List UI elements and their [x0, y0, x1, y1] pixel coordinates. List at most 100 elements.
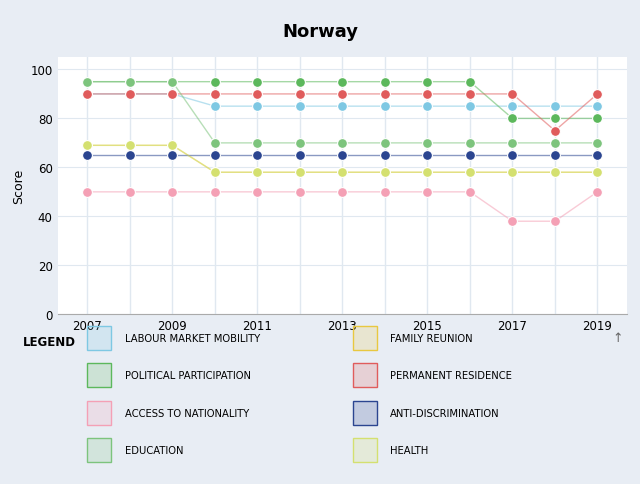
Point [593, 103, 603, 111]
Point [465, 189, 475, 197]
Point [82, 189, 92, 197]
Y-axis label: Score: Score [12, 169, 25, 204]
FancyBboxPatch shape [353, 364, 377, 387]
Point [295, 91, 305, 99]
Point [125, 78, 135, 86]
Point [422, 103, 433, 111]
Point [380, 103, 390, 111]
Text: ACCESS TO NATIONALITY: ACCESS TO NATIONALITY [125, 408, 249, 418]
Point [125, 142, 135, 150]
Point [422, 78, 433, 86]
Point [295, 103, 305, 111]
Point [295, 78, 305, 86]
Point [422, 152, 433, 160]
Point [465, 103, 475, 111]
Point [252, 169, 262, 177]
Point [210, 169, 220, 177]
Point [465, 169, 475, 177]
Point [508, 103, 518, 111]
Point [82, 91, 92, 99]
Point [210, 140, 220, 148]
Point [593, 169, 603, 177]
Point [550, 218, 560, 226]
Point [82, 91, 92, 99]
Point [337, 152, 348, 160]
Text: POLITICAL PARTICIPATION: POLITICAL PARTICIPATION [125, 371, 251, 380]
Point [167, 152, 177, 160]
Point [82, 152, 92, 160]
FancyBboxPatch shape [353, 401, 377, 425]
Point [508, 169, 518, 177]
Point [210, 152, 220, 160]
Point [550, 127, 560, 135]
Point [252, 140, 262, 148]
Point [550, 169, 560, 177]
Point [465, 140, 475, 148]
Point [465, 169, 475, 177]
Point [210, 189, 220, 197]
Text: LEGEND: LEGEND [22, 335, 76, 348]
Point [167, 78, 177, 86]
Point [508, 115, 518, 123]
Point [210, 91, 220, 99]
Point [252, 91, 262, 99]
Point [550, 103, 560, 111]
Point [380, 169, 390, 177]
Point [252, 78, 262, 86]
Point [125, 142, 135, 150]
Point [593, 169, 603, 177]
FancyBboxPatch shape [87, 327, 111, 350]
Point [380, 140, 390, 148]
Point [508, 218, 518, 226]
Point [508, 91, 518, 99]
Point [550, 169, 560, 177]
Point [337, 91, 348, 99]
Text: ↑: ↑ [612, 332, 623, 345]
Point [380, 152, 390, 160]
Point [295, 189, 305, 197]
Point [593, 91, 603, 99]
FancyBboxPatch shape [87, 401, 111, 425]
Point [380, 169, 390, 177]
Point [550, 140, 560, 148]
Point [167, 91, 177, 99]
Point [125, 91, 135, 99]
Text: LABOUR MARKET MOBILITY: LABOUR MARKET MOBILITY [125, 333, 260, 343]
Point [465, 78, 475, 86]
Point [82, 142, 92, 150]
Point [380, 78, 390, 86]
Point [593, 152, 603, 160]
Point [295, 140, 305, 148]
Point [125, 91, 135, 99]
Point [380, 189, 390, 197]
Point [295, 169, 305, 177]
Point [82, 78, 92, 86]
Text: Norway: Norway [282, 23, 358, 41]
Point [422, 169, 433, 177]
Point [295, 169, 305, 177]
Point [167, 142, 177, 150]
Point [550, 152, 560, 160]
FancyBboxPatch shape [87, 364, 111, 387]
Point [337, 78, 348, 86]
FancyBboxPatch shape [87, 439, 111, 462]
Point [125, 78, 135, 86]
Point [82, 142, 92, 150]
FancyBboxPatch shape [353, 327, 377, 350]
Point [337, 169, 348, 177]
Point [593, 115, 603, 123]
Point [465, 91, 475, 99]
Point [337, 169, 348, 177]
FancyBboxPatch shape [353, 439, 377, 462]
Point [167, 142, 177, 150]
Point [422, 91, 433, 99]
Point [422, 189, 433, 197]
Point [508, 169, 518, 177]
Point [125, 152, 135, 160]
Point [422, 140, 433, 148]
Point [593, 140, 603, 148]
Point [422, 169, 433, 177]
Point [380, 91, 390, 99]
Point [550, 115, 560, 123]
Point [210, 169, 220, 177]
